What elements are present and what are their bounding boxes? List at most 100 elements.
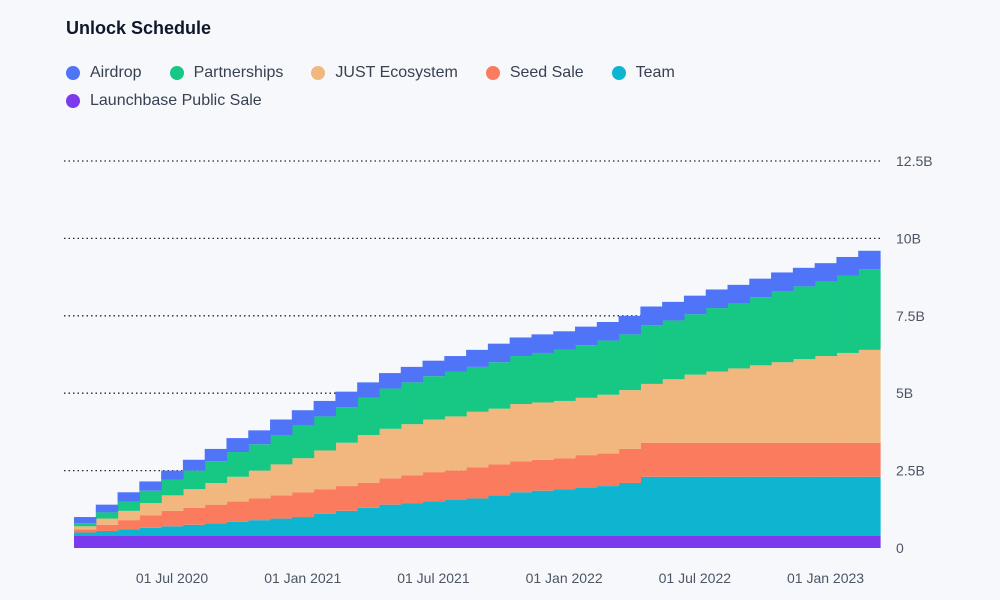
area-step: [640, 383, 663, 443]
area-step: [313, 535, 337, 548]
area-step: [444, 470, 467, 501]
legend-item-partnerships[interactable]: Partnerships: [169, 62, 283, 84]
area-step: [749, 278, 772, 298]
area-step: [270, 419, 293, 435]
area-step: [117, 492, 140, 502]
area-step: [662, 301, 685, 321]
area-step: [792, 267, 816, 287]
area-step: [662, 379, 685, 443]
area-step: [836, 352, 859, 443]
area-step: [270, 434, 293, 465]
area-step: [553, 331, 576, 350]
area-step: [727, 442, 750, 477]
area-step: [575, 535, 598, 548]
legend-item-team[interactable]: Team: [611, 62, 675, 84]
area-step: [792, 359, 816, 443]
area-step: [749, 535, 772, 548]
series-seed-sale: [74, 442, 881, 533]
area-step: [487, 362, 511, 409]
area-step: [836, 535, 859, 548]
area-step: [291, 535, 315, 548]
area-step: [248, 444, 271, 471]
series-just-ecosystem: [74, 349, 881, 530]
area-step: [662, 320, 685, 380]
area-step: [487, 464, 511, 496]
area-step: [313, 450, 337, 490]
area-step: [95, 535, 119, 548]
area-step: [596, 486, 620, 536]
area-step: [335, 486, 358, 511]
x-tick-label: 01 Jan 2021: [264, 570, 341, 586]
legend-item-seed-sale[interactable]: Seed Sale: [485, 62, 584, 84]
area-step: [575, 397, 598, 456]
legend-item-launchbase-public-sale[interactable]: Launchbase Public Sale: [66, 90, 262, 112]
area-step: [182, 489, 206, 508]
area-step: [771, 476, 794, 536]
area-step: [226, 476, 249, 502]
area-step: [357, 397, 380, 435]
area-step: [182, 535, 206, 548]
area-step: [313, 513, 337, 536]
area-step: [226, 535, 249, 548]
area-step: [161, 470, 184, 480]
area-step: [422, 535, 445, 548]
series-airdrop: [74, 250, 881, 524]
area-step: [858, 535, 881, 548]
area-step: [182, 524, 206, 536]
legend-label-seed-sale: Seed Sale: [509, 64, 584, 81]
area-step: [422, 376, 445, 420]
area-step: [640, 535, 663, 548]
area-step: [74, 526, 97, 530]
area-step: [727, 476, 750, 536]
area-step: [509, 492, 533, 536]
legend-item-just-ecosystem[interactable]: JUST Ecosystem: [311, 62, 458, 84]
area-step: [705, 308, 729, 372]
area-step: [814, 442, 838, 477]
area-step: [422, 419, 445, 473]
area-step: [596, 394, 620, 454]
area-step: [640, 476, 663, 536]
area-step: [226, 521, 249, 536]
area-step: [400, 503, 424, 536]
area-step: [553, 535, 576, 548]
area-step: [204, 504, 228, 524]
area-step: [161, 510, 184, 527]
area-step: [683, 476, 707, 536]
area-step: [814, 476, 838, 536]
series-partnerships: [74, 269, 881, 527]
area-step: [509, 461, 533, 493]
area-step: [858, 250, 881, 270]
area-step: [335, 391, 358, 408]
area-step: [95, 504, 119, 513]
area-step: [596, 453, 620, 487]
area-step: [400, 382, 424, 425]
area-step: [378, 428, 402, 479]
area-step: [270, 495, 293, 519]
legend-dot-icon: [66, 94, 80, 108]
area-step: [204, 482, 228, 505]
area-step: [444, 371, 467, 417]
area-step: [444, 500, 467, 536]
legend-item-airdrop[interactable]: Airdrop: [66, 62, 142, 84]
legend-dot-icon: [66, 66, 80, 80]
area-step: [95, 530, 119, 536]
legend-label-launchbase-public-sale: Launchbase Public Sale: [90, 92, 262, 109]
area-step: [204, 461, 228, 483]
area-step: [618, 535, 641, 548]
legend-dot-icon: [611, 66, 626, 80]
area-step: [226, 438, 249, 453]
area-step: [749, 297, 772, 366]
area-step: [705, 289, 729, 309]
series-team: [74, 476, 881, 536]
area-step: [270, 518, 293, 536]
x-tick-label: 01 Jul 2020: [136, 570, 209, 586]
area-step: [313, 489, 337, 514]
area-step: [858, 269, 881, 350]
area-step: [335, 442, 358, 487]
area-step: [204, 523, 228, 536]
legend-dot-icon: [311, 66, 326, 80]
area-step: [248, 535, 271, 548]
area-step: [139, 527, 162, 536]
area-step: [74, 535, 97, 548]
area-step: [596, 321, 620, 341]
